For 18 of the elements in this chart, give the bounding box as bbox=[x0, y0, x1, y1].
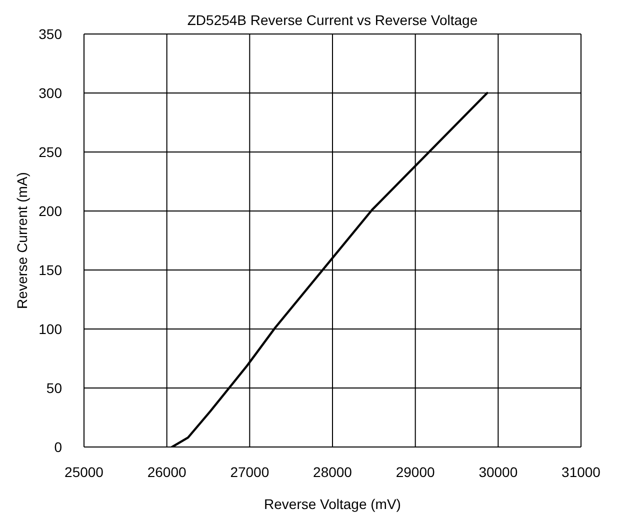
y-tick-label: 50 bbox=[46, 380, 62, 396]
x-tick-label: 26000 bbox=[147, 464, 187, 480]
y-tick-label: 250 bbox=[38, 144, 62, 160]
x-tick-label: 30000 bbox=[478, 464, 518, 480]
y-tick-label: 200 bbox=[38, 202, 62, 219]
chart-title: ZD5254B Reverse Current vs Reverse Voltage bbox=[186, 12, 479, 28]
x-axis-title: Reverse Voltage (mV) bbox=[264, 496, 401, 512]
y-axis-title: Reverse Current (mA) bbox=[14, 172, 30, 309]
x-tick-label: 25000 bbox=[64, 464, 104, 480]
x-tick-label: 29000 bbox=[396, 464, 436, 480]
y-tick-label: 100 bbox=[38, 320, 62, 337]
y-tick-label: 150 bbox=[38, 262, 62, 278]
y-tick-label: 300 bbox=[38, 84, 62, 101]
y-tick-label: 350 bbox=[38, 26, 62, 42]
x-tick-label: 31000 bbox=[562, 464, 601, 480]
x-tick-label: 28000 bbox=[313, 464, 352, 480]
x-tick-label: 27000 bbox=[230, 464, 270, 480]
y-tick-label: 0 bbox=[54, 438, 62, 455]
